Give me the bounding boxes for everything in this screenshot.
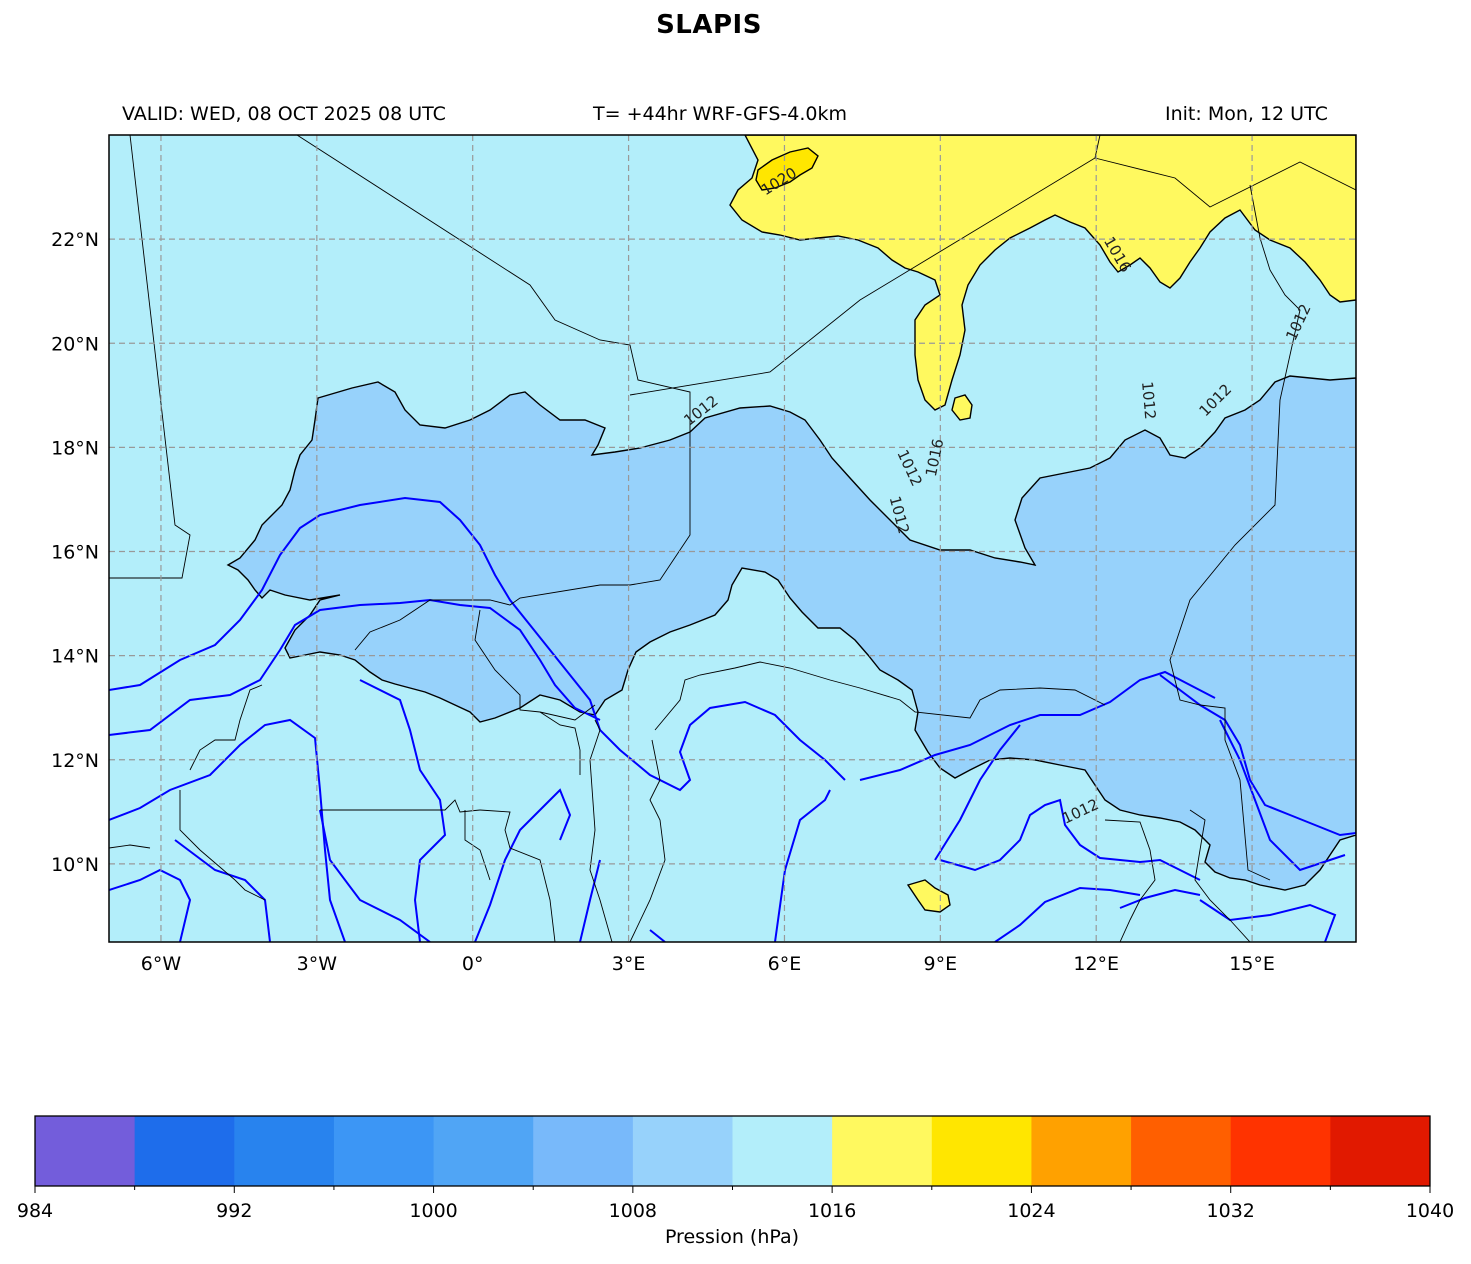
lat-tick-label: 20°N [51,333,99,355]
lat-tick-label: 14°N [51,646,99,668]
contour-line [774,789,831,942]
border-line [189,684,263,771]
lon-tick-label: 6°E [768,953,802,975]
contour-line [359,679,447,942]
border-line [589,719,613,942]
colorbar: 984 992 1000 1008 1016 1024 1032 1040 [17,1115,1454,1222]
latitude-axis: 22°N 20°N 18°N 16°N 14°N 12°N 10°N [51,229,99,876]
border-line [1169,184,1301,881]
border-line [320,799,481,813]
border-line [479,809,556,942]
colorbar-segment [333,1116,435,1186]
contour-label: 1012 [1138,381,1159,421]
colorbar-tick-label: 1000 [409,1200,457,1222]
contour-line [174,839,271,942]
contour-line [109,718,346,942]
colorbar-tick-label: 1024 [1007,1200,1055,1222]
contour-line [994,886,1141,942]
forecast-hour-label: T= +44hr WRF-GFS-4.0km [593,103,847,125]
lat-tick-label: 18°N [51,437,99,459]
lon-tick-label: 12°E [1073,953,1119,975]
border-line [109,844,151,849]
border-line [539,711,581,775]
border-line [629,739,666,942]
colorbar-segment [832,1116,933,1186]
contour-line [109,868,192,942]
longitude-axis: 6°W 3°W 0° 3°E 6°E 9°E 12°E 15°E [141,953,1275,975]
lon-tick-label: 15°E [1229,953,1275,975]
lat-tick-label: 12°N [51,750,99,772]
contour-line [109,496,846,792]
contour-line [1119,888,1201,909]
field-1016-1020 [729,135,1356,411]
lon-tick-label: 9°E [924,953,958,975]
country-borders [109,135,1356,942]
border-line [654,661,1106,731]
colorbar-segment [1131,1116,1232,1186]
pressure-field [109,135,1356,942]
colorbar-tick-label: 1032 [1207,1200,1255,1222]
contour-line [1159,674,1356,837]
contour-line [1199,899,1337,942]
field-1020-1024 [755,147,819,191]
contour-line [649,929,666,942]
contour-line [579,859,601,942]
colorbar-segment [433,1116,534,1186]
colorbar-segment [732,1116,833,1186]
contour-line [934,724,1021,861]
contour-lines [109,496,1356,942]
colorbar-segment [931,1116,1032,1186]
colorbar-tick-label: 1016 [808,1200,856,1222]
field-1016-1020-patch [951,394,973,421]
init-time-label: Init: Mon, 12 UTC [1165,103,1328,125]
lat-tick-label: 16°N [51,542,99,564]
colorbar-segment [1031,1116,1132,1186]
border-line [296,135,691,651]
contour-line [109,598,601,736]
contour-line [319,809,431,942]
contour-line [474,788,572,942]
border-line [1094,157,1356,208]
colorbar-label: Pression (hPa) [664,1226,800,1248]
lat-tick-label: 22°N [51,229,99,251]
lon-tick-label: 6°W [141,953,182,975]
graticule [109,135,1356,942]
field-1016-1020-patch [906,879,951,913]
contour-line [939,798,1201,881]
border-line [179,790,266,901]
lat-tick-label: 10°N [51,854,99,876]
contour-line [859,670,1216,781]
colorbar-segment [35,1116,136,1186]
field-1008-1012 [226,375,1356,891]
border-line [474,609,596,721]
colorbar-segment [234,1116,335,1186]
colorbar-segment [533,1116,634,1186]
colorbar-segment [1230,1116,1331,1186]
colorbar-segment [632,1116,733,1186]
border-line [1189,809,1251,942]
colorbar-segment [1330,1116,1431,1186]
colorbar-tick-label: 1040 [1406,1200,1454,1222]
colorbar-tick-label: 984 [17,1200,53,1222]
colorbar-segment [134,1116,235,1186]
colorbar-tick-label: 1008 [609,1200,657,1222]
colorbar-tick-label: 992 [216,1200,252,1222]
map-frame [108,134,1357,943]
lon-tick-label: 0° [462,953,484,975]
border-line [1104,819,1156,942]
border-line [109,135,191,579]
lon-tick-label: 3°E [612,953,646,975]
lon-tick-label: 3°W [297,953,338,975]
valid-time-label: VALID: WED, 08 OCT 2025 08 UTC [122,103,446,125]
figure-title: SLAPIS [656,10,762,40]
